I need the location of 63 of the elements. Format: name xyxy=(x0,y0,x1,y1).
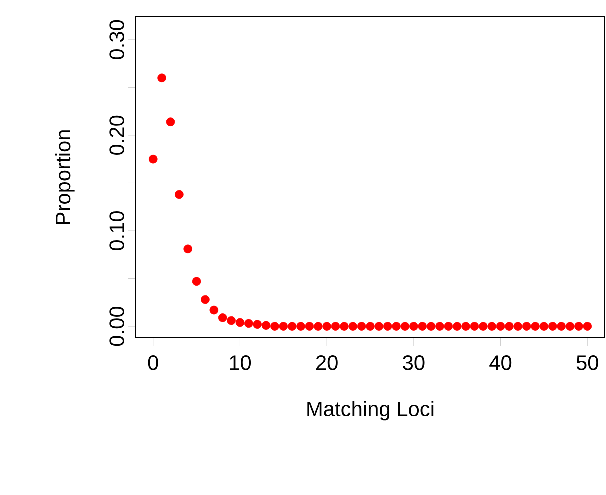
y-tick-label: 0.10 xyxy=(110,211,124,251)
x-tick-label: 30 xyxy=(403,356,425,370)
point xyxy=(184,244,193,254)
point xyxy=(383,322,392,331)
point xyxy=(236,318,245,328)
point xyxy=(566,322,575,331)
point xyxy=(574,322,584,331)
point xyxy=(496,322,506,331)
point xyxy=(444,322,454,331)
x-tick-label: 50 xyxy=(576,356,598,370)
point xyxy=(436,322,444,331)
point xyxy=(244,319,254,328)
point xyxy=(488,322,496,331)
point xyxy=(366,322,375,331)
x-tick-label: 10 xyxy=(230,356,252,370)
point xyxy=(514,322,523,331)
point xyxy=(557,322,566,331)
point xyxy=(270,322,280,331)
point xyxy=(505,322,514,331)
point xyxy=(392,322,401,331)
point xyxy=(348,322,358,331)
x-tick-label: 20 xyxy=(316,356,338,370)
point xyxy=(192,277,202,286)
x-axis-title: Matching Loci xyxy=(308,401,434,421)
point xyxy=(462,322,470,331)
point xyxy=(522,322,532,331)
y-tick-label: 0.20 xyxy=(110,116,124,156)
x-tick-label: 0 xyxy=(148,356,158,370)
point xyxy=(296,322,306,331)
point xyxy=(148,154,158,164)
point xyxy=(470,322,480,331)
point xyxy=(410,322,418,331)
point xyxy=(548,322,558,331)
point xyxy=(166,118,176,126)
point xyxy=(253,320,262,330)
point xyxy=(531,322,540,331)
point xyxy=(331,322,340,331)
point xyxy=(374,322,384,331)
point xyxy=(288,322,297,331)
y-tick-label: 0.00 xyxy=(110,307,124,346)
point xyxy=(175,190,184,200)
point xyxy=(426,322,436,331)
point xyxy=(322,322,332,331)
point xyxy=(540,322,549,331)
point xyxy=(218,314,228,322)
point xyxy=(400,322,410,331)
point xyxy=(479,322,488,331)
point xyxy=(262,321,271,330)
point xyxy=(158,74,166,83)
point xyxy=(418,322,428,331)
point xyxy=(452,322,462,331)
point xyxy=(305,322,314,331)
point xyxy=(210,306,219,315)
point xyxy=(340,322,349,331)
point xyxy=(583,322,592,331)
point xyxy=(227,316,236,326)
y-axis-title: Proportion xyxy=(55,130,75,224)
y-tick-label: 0.30 xyxy=(110,20,124,60)
point xyxy=(357,322,366,331)
point xyxy=(314,322,323,331)
x-tick-label: 40 xyxy=(490,356,512,370)
point xyxy=(201,295,210,304)
point xyxy=(279,322,288,331)
